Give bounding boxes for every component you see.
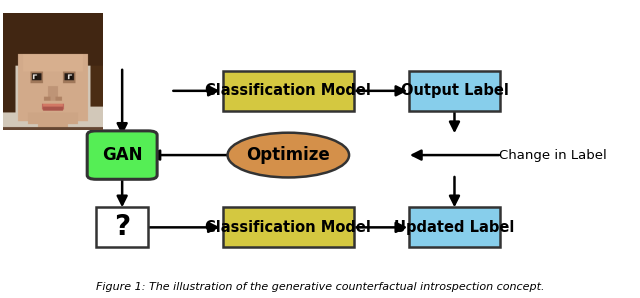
Text: Classification Model: Classification Model (205, 220, 371, 235)
FancyBboxPatch shape (223, 71, 354, 111)
Text: GAN: GAN (102, 146, 143, 164)
Text: Output Label: Output Label (401, 83, 508, 98)
Text: Figure 1: The illustration of the generative counterfactual introspection concep: Figure 1: The illustration of the genera… (96, 282, 544, 292)
Text: Updated Label: Updated Label (394, 220, 515, 235)
FancyBboxPatch shape (223, 207, 354, 247)
Ellipse shape (228, 133, 349, 177)
FancyBboxPatch shape (408, 71, 500, 111)
Text: Optimize: Optimize (246, 146, 330, 164)
FancyBboxPatch shape (96, 207, 148, 247)
Text: Classification Model: Classification Model (205, 83, 371, 98)
FancyBboxPatch shape (408, 207, 500, 247)
Text: Change in Label: Change in Label (499, 149, 607, 162)
Text: ?: ? (114, 213, 130, 241)
FancyBboxPatch shape (87, 131, 157, 179)
